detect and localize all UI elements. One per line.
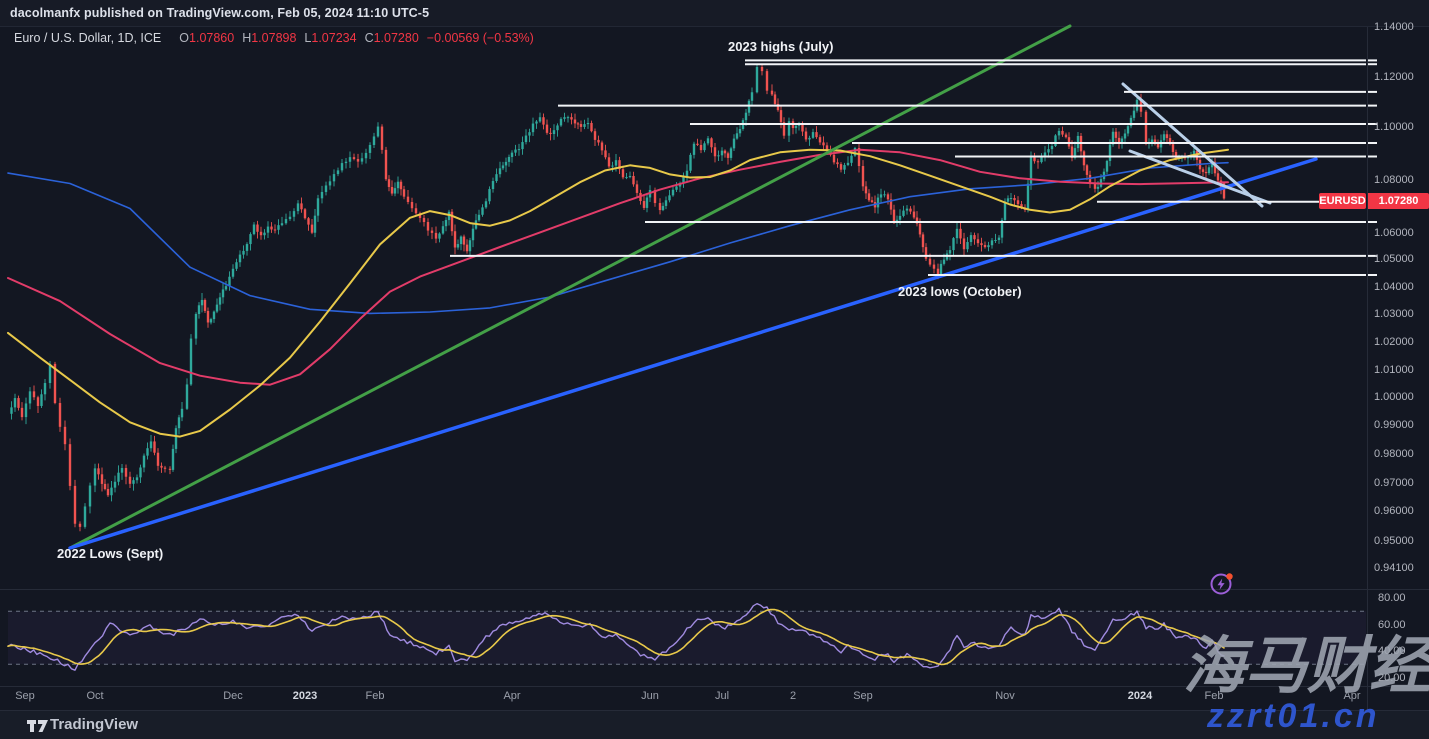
moving-averages-group (7, 148, 1229, 438)
price-axis-label: 0.95000 (1374, 535, 1414, 547)
candles-group (10, 64, 1226, 532)
time-axis-label: Nov (995, 690, 1015, 702)
ohlc-close-value: 1.07280 (373, 31, 419, 45)
trendline-green-uptrend (70, 24, 1072, 549)
time-axis-label: Feb (365, 690, 385, 702)
footer-bar: TradingView (0, 710, 1429, 739)
price-axis-label: 0.99000 (1374, 419, 1414, 431)
price-axis-label: 0.94100 (1374, 562, 1414, 574)
time-axis-label: Feb (1204, 690, 1224, 702)
price-axis-label: 1.10000 (1374, 121, 1414, 133)
annotation-2023-highs: 2023 highs (July) (728, 39, 834, 54)
publish-info-text: dacolmanfx published on TradingView.com,… (10, 6, 430, 20)
rsi-axis-label: 80.00 (1378, 592, 1406, 604)
price-axis-label: 0.97000 (1374, 477, 1414, 489)
price-axis-label: 1.03000 (1374, 308, 1414, 320)
price-axis-label: 1.00000 (1374, 391, 1414, 403)
tradingview-logo-icon (27, 720, 48, 732)
time-axis-label: Apr (503, 690, 521, 702)
symbol-legend: Euro / U.S. Dollar, 1D, ICE O1.07860 H1.07… (14, 31, 534, 45)
time-axis-label: Sep (15, 690, 35, 702)
last-price-symbol-tag: EURUSD (1319, 193, 1366, 209)
trendline-wedge-upper (1121, 82, 1264, 208)
rsi-axis-label: 20.00 (1378, 672, 1406, 684)
price-axis-label: 1.06000 (1374, 227, 1414, 239)
ohlc-low-label: L (304, 31, 312, 45)
trendline-wedge-lower (1128, 149, 1272, 205)
time-axis-label: 2024 (1127, 690, 1153, 702)
annotation-2022-lows: 2022 Lows (Sept) (57, 546, 164, 561)
price-axis-label: 1.05000 (1374, 253, 1414, 265)
annotation-2023-lows: 2023 lows (October) (898, 284, 1022, 299)
publish-info-bar: dacolmanfx published on TradingView.com,… (0, 0, 1429, 27)
rsi-pane-group (7, 603, 1366, 671)
ohlc-high-value: 1.07898 (251, 31, 297, 45)
time-axis-label: Apr (1343, 690, 1361, 702)
trendlines-group (68, 24, 1318, 550)
price-axis-label: 1.14000 (1374, 21, 1414, 33)
rsi-axis-label: 60.00 (1378, 619, 1406, 631)
boost-lightning-icon[interactable] (1206, 567, 1238, 599)
ohlc-open-value: 1.07860 (189, 31, 235, 45)
price-axis-label: 1.12000 (1374, 71, 1414, 83)
price-change: −0.00569 (−0.53%) (426, 31, 534, 45)
price-axis-label: 1.08000 (1374, 174, 1414, 186)
support-resistance-levels-group (450, 59, 1377, 276)
price-axis-label: 0.96000 (1374, 505, 1414, 517)
watermark-url-text: zzrt01.cn (1207, 697, 1380, 735)
price-axis-label: 1.01000 (1374, 364, 1414, 376)
time-axis-label: Jul (714, 690, 730, 702)
ohlc-low-value: 1.07234 (311, 31, 357, 45)
time-axis-label: 2 (789, 690, 797, 702)
ohlc-open-label: O (179, 31, 190, 45)
time-axis-label: 2023 (292, 690, 318, 702)
pane-separators-group (0, 27, 1429, 710)
rsi-axis-label: 40.00 (1378, 645, 1406, 657)
watermark-chinese-text: 海马财经 (1183, 632, 1429, 701)
time-axis-label: Dec (223, 690, 243, 702)
tradingview-brand-link[interactable]: TradingView (50, 716, 139, 733)
ohlc-close-label: C (364, 31, 374, 45)
price-axis-label: 0.98000 (1374, 448, 1414, 460)
time-axis-label: Oct (86, 690, 104, 702)
ohlc-high-label: H (242, 31, 252, 45)
time-axis-label: Jun (641, 690, 659, 702)
price-axis-label: 1.04000 (1374, 281, 1414, 293)
last-price-value-tag: 1.07280 (1368, 193, 1429, 209)
trendline-blue-uptrend (68, 157, 1318, 550)
price-axis-label: 1.02000 (1374, 336, 1414, 348)
time-axis-label: Sep (853, 690, 873, 702)
symbol-title: Euro / U.S. Dollar, 1D, ICE (14, 31, 162, 45)
